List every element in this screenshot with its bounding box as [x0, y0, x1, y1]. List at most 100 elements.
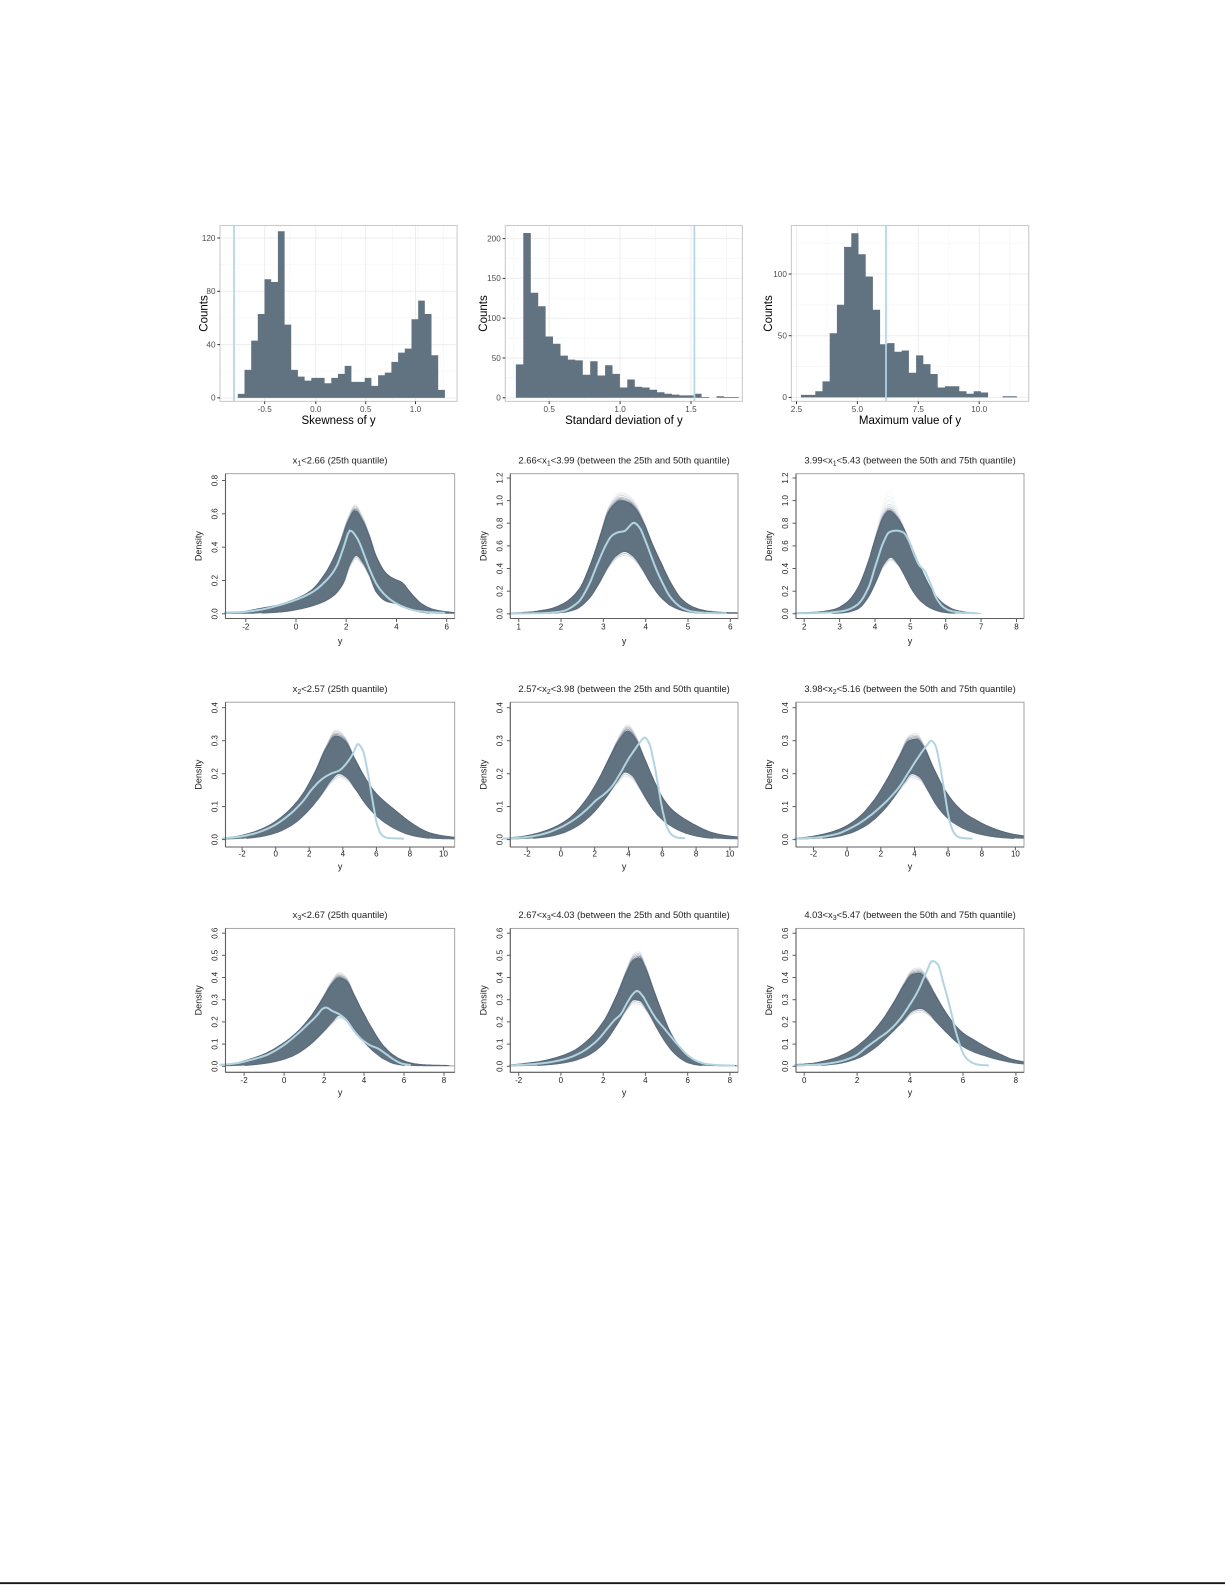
- svg-text:0.3: 0.3: [495, 735, 504, 747]
- svg-text:Standard deviation of y: Standard deviation of y: [565, 415, 683, 427]
- svg-text:8: 8: [1014, 623, 1019, 632]
- svg-text:0.3: 0.3: [211, 994, 220, 1006]
- svg-text:-2: -2: [810, 850, 818, 859]
- svg-text:y: y: [338, 636, 343, 646]
- svg-text:0.0: 0.0: [781, 833, 790, 845]
- svg-text:2: 2: [601, 1076, 606, 1085]
- svg-text:0.5: 0.5: [211, 949, 220, 961]
- svg-text:4: 4: [873, 623, 878, 632]
- svg-text:Skewness of y: Skewness of y: [302, 415, 376, 427]
- svg-text:Density: Density: [194, 985, 204, 1016]
- svg-text:0.4: 0.4: [211, 541, 220, 553]
- svg-text:0.2: 0.2: [781, 768, 790, 780]
- svg-text:6: 6: [946, 850, 951, 859]
- svg-text:100: 100: [773, 270, 787, 279]
- svg-text:4: 4: [341, 850, 346, 859]
- svg-text:6: 6: [943, 623, 948, 632]
- svg-text:7: 7: [979, 623, 984, 632]
- svg-text:y: y: [908, 636, 913, 646]
- svg-text:6: 6: [961, 1076, 966, 1085]
- svg-text:200: 200: [487, 234, 501, 243]
- svg-text:y: y: [908, 1088, 913, 1098]
- svg-text:2: 2: [559, 623, 564, 632]
- svg-text:0.2: 0.2: [495, 585, 504, 597]
- svg-text:10.0: 10.0: [971, 405, 987, 414]
- svg-text:0: 0: [559, 1076, 564, 1085]
- svg-text:0: 0: [294, 623, 299, 632]
- svg-text:120: 120: [202, 234, 216, 243]
- svg-text:0.0: 0.0: [781, 1060, 790, 1072]
- svg-text:6: 6: [374, 850, 379, 859]
- svg-text:0.3: 0.3: [211, 735, 220, 747]
- svg-text:0.2: 0.2: [211, 768, 220, 780]
- svg-text:150: 150: [487, 274, 501, 283]
- svg-text:0.6: 0.6: [781, 540, 790, 552]
- svg-text:4: 4: [643, 1076, 648, 1085]
- svg-text:0.4: 0.4: [781, 702, 790, 714]
- svg-text:0.3: 0.3: [495, 994, 504, 1006]
- svg-text:1.0: 1.0: [495, 494, 504, 506]
- svg-text:0.2: 0.2: [211, 1016, 220, 1028]
- svg-text:Counts: Counts: [199, 295, 211, 332]
- svg-text:0.0: 0.0: [211, 833, 220, 845]
- svg-text:5.0: 5.0: [852, 405, 864, 414]
- svg-text:0.0: 0.0: [211, 608, 220, 620]
- svg-text:y: y: [622, 862, 627, 872]
- svg-text:8: 8: [980, 850, 985, 859]
- svg-text:Counts: Counts: [478, 295, 490, 332]
- svg-text:0.1: 0.1: [781, 800, 790, 812]
- svg-text:3.99<x1<5.43 (between the 50th: 3.99<x1<5.43 (between the 50th and 75th …: [804, 455, 1015, 468]
- svg-text:6: 6: [444, 623, 449, 632]
- svg-text:Density: Density: [764, 759, 774, 790]
- svg-text:Counts: Counts: [763, 295, 775, 332]
- svg-text:Density: Density: [194, 531, 204, 562]
- svg-text:-2: -2: [524, 850, 532, 859]
- svg-text:0.4: 0.4: [495, 562, 504, 574]
- svg-text:6: 6: [402, 1076, 407, 1085]
- svg-text:0.2: 0.2: [495, 768, 504, 780]
- svg-text:0.2: 0.2: [781, 585, 790, 597]
- svg-text:10: 10: [439, 850, 448, 859]
- svg-text:0: 0: [273, 850, 278, 859]
- svg-text:6: 6: [685, 1076, 690, 1085]
- svg-text:0: 0: [845, 850, 850, 859]
- svg-text:0.4: 0.4: [211, 971, 220, 983]
- svg-text:0: 0: [802, 1076, 807, 1085]
- svg-text:2: 2: [322, 1076, 327, 1085]
- svg-text:2: 2: [592, 850, 597, 859]
- svg-text:y: y: [908, 862, 913, 872]
- svg-text:10: 10: [1011, 850, 1020, 859]
- svg-text:1.2: 1.2: [781, 472, 790, 484]
- svg-text:2.67<x3<4.03 (between the 25th: 2.67<x3<4.03 (between the 25th and 50th …: [518, 909, 729, 922]
- svg-text:6: 6: [660, 850, 665, 859]
- svg-text:x1<2.66 (25th quantile): x1<2.66 (25th quantile): [293, 455, 388, 468]
- svg-text:1: 1: [516, 623, 521, 632]
- svg-text:0.0: 0.0: [211, 1060, 220, 1072]
- svg-text:40: 40: [206, 340, 216, 349]
- svg-text:0.0: 0.0: [495, 1060, 504, 1072]
- svg-text:0.6: 0.6: [495, 540, 504, 552]
- svg-text:Density: Density: [764, 531, 774, 562]
- svg-text:4: 4: [908, 1076, 913, 1085]
- svg-text:0.2: 0.2: [211, 574, 220, 586]
- svg-text:0: 0: [496, 394, 501, 403]
- svg-text:1.0: 1.0: [781, 494, 790, 506]
- svg-text:0: 0: [559, 850, 564, 859]
- svg-text:1.0: 1.0: [614, 405, 626, 414]
- svg-text:0.4: 0.4: [781, 562, 790, 574]
- svg-text:0.1: 0.1: [781, 1038, 790, 1050]
- svg-text:0: 0: [782, 393, 787, 402]
- svg-text:y: y: [338, 862, 343, 872]
- svg-text:2.66<x1<3.99 (between the 25th: 2.66<x1<3.99 (between the 25th and 50th …: [518, 455, 729, 468]
- svg-text:-2: -2: [515, 1076, 523, 1085]
- svg-text:1.2: 1.2: [495, 472, 504, 484]
- svg-text:4: 4: [362, 1076, 367, 1085]
- svg-text:50: 50: [778, 332, 788, 341]
- svg-text:0.1: 0.1: [495, 800, 504, 812]
- svg-text:50: 50: [492, 354, 502, 363]
- svg-text:1.0: 1.0: [410, 405, 422, 414]
- svg-text:-0.5: -0.5: [258, 405, 273, 414]
- svg-text:4: 4: [643, 623, 648, 632]
- svg-text:8: 8: [1014, 1076, 1019, 1085]
- svg-text:0.5: 0.5: [495, 949, 504, 961]
